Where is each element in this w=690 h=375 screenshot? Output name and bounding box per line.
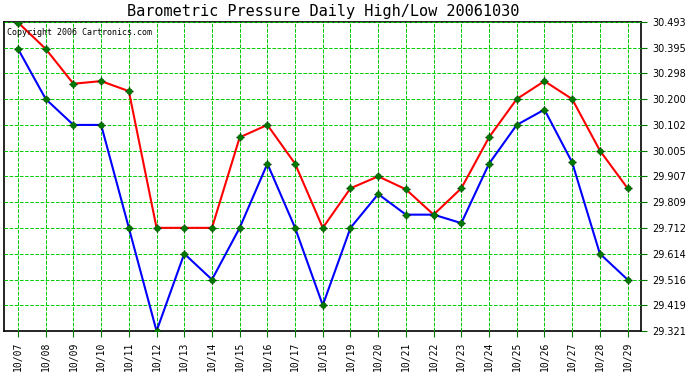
Title: Barometric Pressure Daily High/Low 20061030: Barometric Pressure Daily High/Low 20061… bbox=[126, 4, 519, 19]
Text: Copyright 2006 Cartronics.com: Copyright 2006 Cartronics.com bbox=[8, 28, 152, 37]
